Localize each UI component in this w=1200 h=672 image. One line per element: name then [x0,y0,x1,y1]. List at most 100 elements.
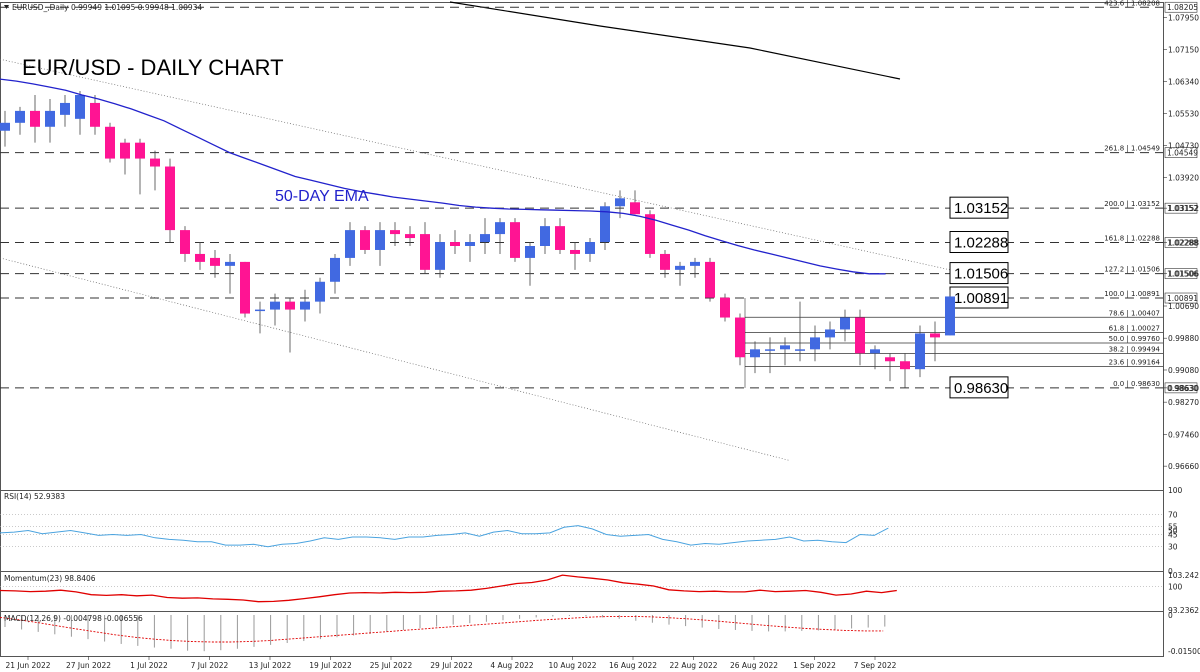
x-tick-label: 26 Aug 2022 [730,661,778,670]
fib-label: 38.2 | 0.99494 [1109,346,1161,354]
candle-body [135,142,145,159]
candle-body [30,110,40,127]
candle-body [375,230,385,250]
candle-body [360,230,370,250]
candle-body [570,249,580,254]
candle-body [780,345,790,350]
symbol-header: EURUSD_,Daily 0.99949 1.01095 0.99948 1.… [12,3,202,12]
macd-tick-label: -0.015006 [1168,647,1200,656]
chart-title: EUR/USD - DAILY CHART [22,55,284,80]
candle-body [195,253,205,262]
candle-body [150,158,160,167]
macd-tick-label: 0 [1168,611,1173,620]
axis-price-box-label: 1.02288 [1167,239,1198,248]
candle-body [705,261,715,298]
momentum-tick-label: 103.242 [1168,571,1199,580]
x-tick-label: 22 Aug 2022 [669,661,717,670]
price-callout-label: 1.02288 [954,235,1008,252]
candle-body [255,309,265,312]
y-tick-label: 1.03920 [1168,174,1199,183]
fib-label: 0.0 | 0.98630 [1113,380,1160,388]
candle-body [540,226,550,246]
candle-body [315,281,325,302]
candle-body [840,317,850,330]
candle-body [795,349,805,351]
candle-body [90,102,100,127]
candle-body [165,166,175,231]
x-tick-label: 7 Jul 2022 [191,661,229,670]
momentum-title: Momentum(23) 98.8406 [4,574,96,583]
x-tick-label: 27 Jun 2022 [66,661,111,670]
candle-body [75,94,85,119]
axis-price-box-label: 1.08205 [1167,3,1198,12]
macd-signal-line [0,615,884,643]
rsi-line [0,525,889,548]
momentum-tick-label: 100 [1168,582,1183,591]
candle-body [345,230,355,258]
fib-label: 50.0 | 0.99760 [1109,335,1160,343]
y-tick-label: 1.07150 [1168,45,1199,54]
y-tick-label: 1.02288 [1168,239,1199,248]
momentum-line [0,574,897,603]
dropdown-triangle-icon[interactable] [4,5,9,9]
candle-body [105,126,115,159]
candle-body [720,297,730,318]
candle-body [300,301,310,310]
candle-body [870,349,880,354]
ema50-line [0,78,886,275]
candle-body [225,261,235,266]
fib-label: 127.2 | 1.01506 [1104,266,1160,274]
y-tick-label: 1.06340 [1168,77,1199,86]
axis-price-box-label: 1.01506 [1167,270,1198,279]
candle-body [15,110,25,123]
price-callout-label: 0.98630 [954,380,1008,397]
price-callout-label: 1.00891 [954,290,1008,307]
price-callout-box [949,196,1009,219]
candle-body [885,357,895,362]
y-tick-label: 1.04730 [1168,141,1199,150]
fib-label: 261.8 | 1.04549 [1104,145,1160,153]
candle-body [630,202,640,215]
rsi-tick-label: 50 [1168,527,1178,536]
x-tick-label: 7 Sep 2022 [854,661,897,670]
x-tick-label: 21 Jun 2022 [5,661,50,670]
price-layer: 423.6 | 1.08208 261.8 | 1.04549 200.0 | 1.… [0,0,1163,461]
candle-body [810,337,820,350]
axis-price-box-label: 0.98630 [1167,384,1198,393]
axis-price-box [1164,1,1198,13]
candle-body [465,242,475,246]
macd-title: MACD(12,26,9) -0.004798 -0.006556 [4,614,143,623]
candle-body [750,349,760,358]
rsi-tick-label: 30 [1168,543,1178,552]
candle-body [480,234,490,243]
candle-body [60,102,70,115]
axis-layer: 1.08205 1.04549 1.03152 1.02288 1.01506 1.008… [5,1,1200,670]
x-tick-label: 25 Jul 2022 [370,661,413,670]
candle-body [855,317,865,354]
axis-price-box-label: 1.00891 [1167,294,1198,303]
y-tick-label: 0.99080 [1168,366,1199,375]
candle-body [930,333,940,338]
x-tick-label: 4 Aug 2022 [490,661,533,670]
y-tick-label: 0.98630 [1168,384,1199,393]
x-tick-label: 1 Sep 2022 [793,661,836,670]
price-callout-box [949,231,1009,254]
x-tick-label: 1 Jul 2022 [130,661,168,670]
sma200-line [449,1,901,80]
candle-body [510,222,520,258]
candle-body [585,242,595,254]
y-tick-label: 0.98270 [1168,398,1199,407]
candle-body [675,265,685,270]
candle-body [435,242,445,270]
fib-label: 23.6 | 0.99164 [1109,359,1161,367]
y-tick-label: 1.00690 [1168,302,1199,311]
candle-body [735,317,745,358]
rsi-tick-label: 100 [1168,486,1183,495]
candle-body [180,230,190,254]
candle-body [615,198,625,207]
candle-body [450,242,460,246]
x-tick-label: 29 Jul 2022 [430,661,473,670]
candle-body [240,261,250,314]
